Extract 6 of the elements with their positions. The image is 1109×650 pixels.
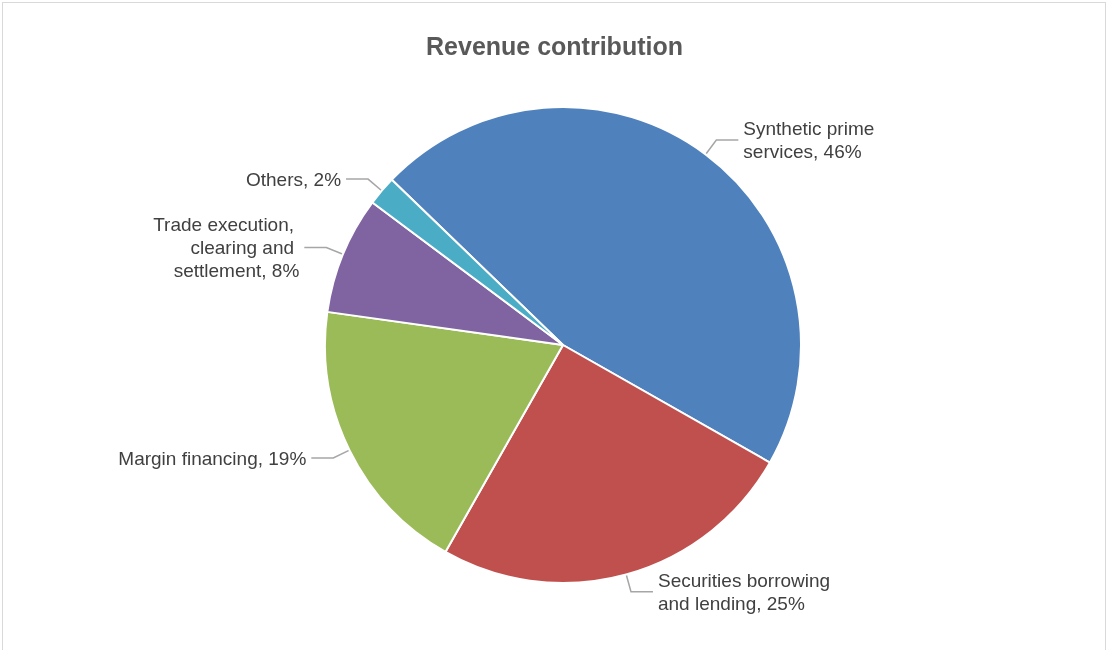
slice-label: Others, 2% bbox=[246, 168, 342, 190]
slice-label: Margin financing, 19% bbox=[118, 447, 307, 469]
slice-label: Synthetic prime services, 46% bbox=[743, 118, 880, 163]
slice-label: Securities borrowing and lending, 25% bbox=[657, 569, 836, 614]
slice-label: Trade execution, clearing and settlement, 8% bbox=[153, 213, 300, 281]
chart-title: Revenue contribution bbox=[426, 31, 683, 60]
